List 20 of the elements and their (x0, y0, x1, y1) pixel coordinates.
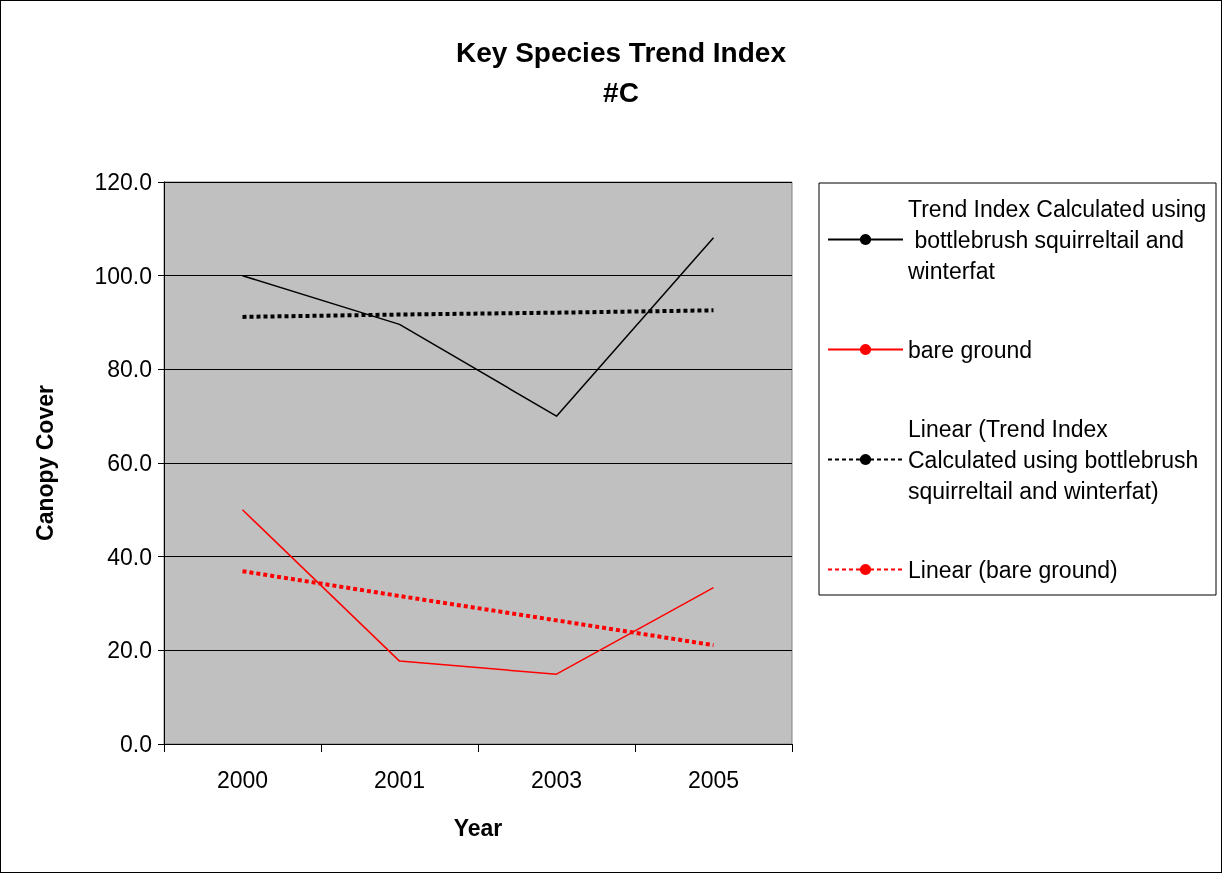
legend-label: Trend Index Calculated using bottlebrush squirreltail and winterfat (907, 195, 1207, 284)
x-tick-label: 2001 (373, 766, 426, 793)
y-axis-title: Canopy Cover (31, 385, 58, 541)
y-tick-label: 20.0 (107, 637, 152, 664)
y-tick-label: 120.0 (94, 169, 152, 195)
y-tick-label: 80.0 (107, 356, 152, 383)
y-tick-label: 100.0 (94, 262, 152, 289)
x-tick-label: 2000 (216, 766, 269, 793)
x-axis-title: Year (453, 814, 503, 841)
x-tick-label: 2003 (530, 766, 583, 793)
y-tick-label: 0.0 (120, 731, 152, 757)
chart-subtitle: #C (603, 76, 639, 108)
y-tick-label: 60.0 (107, 450, 152, 476)
legend-label: bare ground (908, 336, 1033, 363)
chart-title: Key Species Trend Index (456, 36, 787, 68)
y-tick-label: 40.0 (107, 543, 152, 570)
line-series (241, 509, 715, 675)
legend-label: Linear (Trend Index Calculated using bottlebrush squirreltail and winterfat) (908, 415, 1205, 504)
x-tick-label: 2005 (687, 766, 740, 793)
legend-label: Linear (bare ground) (908, 556, 1118, 583)
